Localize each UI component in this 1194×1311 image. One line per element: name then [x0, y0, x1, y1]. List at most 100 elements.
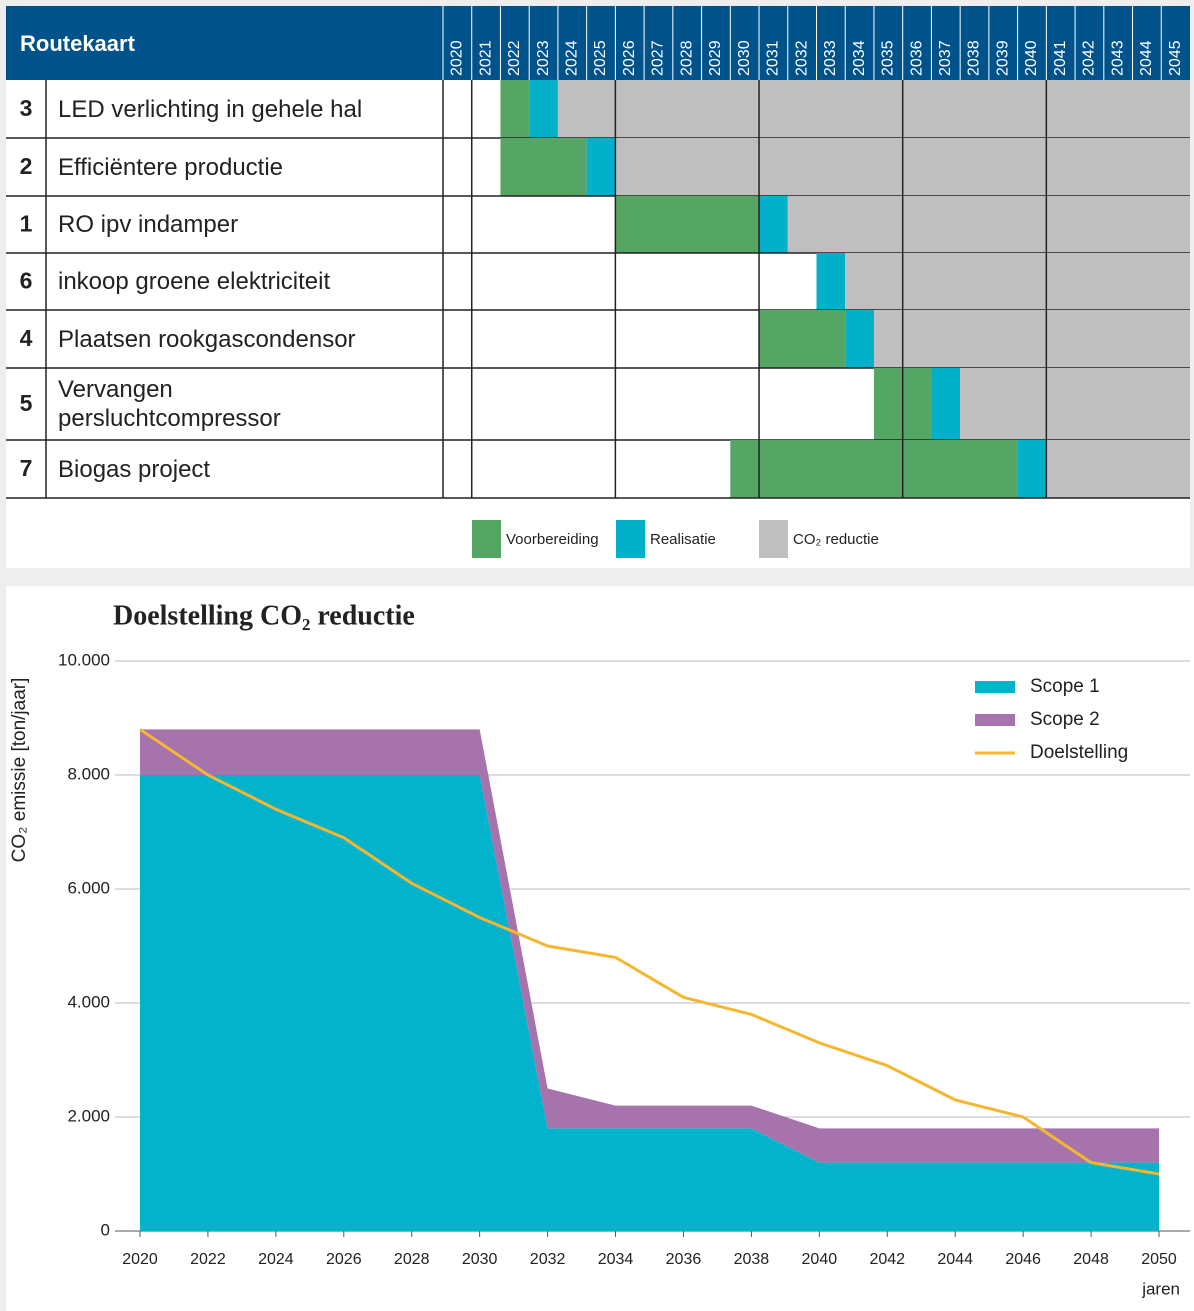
x-tick-label: 2028	[394, 1251, 430, 1268]
year-label: 2032	[793, 40, 810, 76]
legend-swatch	[472, 520, 501, 558]
task-name: Vervangen persluchtcompressor	[58, 376, 281, 432]
task-segment	[615, 196, 760, 253]
area	[140, 729, 1159, 1163]
year-label: 2024	[564, 40, 581, 76]
task-segment	[730, 440, 1018, 498]
y-tick-label: 0	[101, 1220, 110, 1239]
task-segment	[557, 80, 1190, 138]
year-label: 2031	[765, 40, 782, 76]
year-label: 2029	[707, 40, 724, 76]
y-tick-label: 4.000	[67, 992, 110, 1011]
year-label: 2039	[994, 40, 1011, 76]
task-id: 7	[20, 455, 33, 481]
year-label: 2028	[678, 40, 695, 76]
year-label: 2044	[1138, 40, 1155, 76]
year-label: 2045	[1167, 40, 1184, 76]
area	[140, 775, 1159, 1231]
line	[139, 728, 1160, 1176]
task-segment	[787, 196, 1190, 253]
year-label: 2037	[937, 40, 954, 76]
year-label: 2022	[506, 40, 523, 76]
y-tick-label: 6.000	[67, 878, 110, 897]
x-tick-label: 2020	[122, 1251, 158, 1268]
y-axis-label: CO₂ emissie [ton/jaar]	[9, 678, 30, 863]
legend-label: Doelstelling	[1030, 742, 1128, 763]
year-label: 2023	[535, 40, 552, 76]
legend-swatch	[616, 520, 645, 558]
task-id: 4	[20, 325, 33, 351]
year-label: 2036	[908, 40, 925, 76]
x-tick-label: 2036	[666, 1251, 702, 1268]
x-tick-label: 2048	[1073, 1251, 1109, 1268]
legend-swatch	[759, 520, 788, 558]
x-tick-label: 2032	[530, 1251, 566, 1268]
task-name: LED verlichting in gehele hal	[58, 95, 363, 123]
task-segment	[759, 196, 788, 253]
x-tick-label: 2034	[598, 1251, 634, 1268]
legend-swatch	[975, 714, 1015, 726]
task-id: 5	[20, 390, 33, 416]
x-tick-label: 2026	[326, 1251, 362, 1268]
task-id: 3	[20, 95, 33, 121]
x-axis-label: jaren	[1141, 1279, 1180, 1298]
task-segment	[1017, 440, 1047, 498]
y-tick-label: 8.000	[67, 764, 110, 783]
x-tick-label: 2042	[869, 1251, 905, 1268]
task-segment	[759, 310, 846, 368]
y-tick-label: 10.000	[58, 650, 110, 669]
x-tick-label: 2040	[802, 1251, 838, 1268]
task-segment	[1046, 440, 1190, 498]
legend-label: Scope 1	[1030, 676, 1100, 697]
legend-label: CO₂ reductie	[793, 531, 879, 548]
year-label: 2034	[851, 40, 868, 76]
year-label: 2042	[1081, 40, 1098, 76]
x-tick-label: 2022	[190, 1251, 226, 1268]
year-label: 2020	[449, 40, 466, 76]
task-segment	[845, 253, 1190, 310]
y-tick-label: 2.000	[67, 1106, 110, 1125]
task-name: RO ipv indamper	[58, 211, 239, 238]
year-label: 2041	[1052, 40, 1069, 76]
task-name: Plaatsen rookgascondensor	[58, 325, 356, 353]
x-tick-label: 2044	[937, 1251, 973, 1268]
year-label: 2038	[966, 40, 983, 76]
task-id: 2	[20, 153, 33, 179]
task-segment	[816, 253, 846, 310]
task-segment	[586, 138, 616, 196]
task-segment	[960, 368, 1190, 440]
year-label: 2030	[736, 40, 753, 76]
year-label: 2021	[477, 40, 494, 76]
task-segment	[931, 368, 961, 440]
task-name: Biogas project	[58, 455, 211, 483]
task-id: 6	[20, 268, 33, 294]
year-label: 2035	[880, 40, 897, 76]
task-segment	[500, 80, 530, 138]
year-label: 2040	[1023, 40, 1040, 76]
year-label: 2033	[822, 40, 839, 76]
task-segment	[529, 80, 558, 138]
task-segment	[845, 310, 874, 368]
task-id: 1	[20, 211, 33, 237]
year-label: 2027	[650, 40, 667, 76]
roadmap-title: Routekaart	[20, 31, 136, 56]
x-tick-label: 2030	[462, 1251, 498, 1268]
legend-label: Voorbereiding	[506, 531, 599, 548]
year-label: 2043	[1109, 40, 1126, 76]
x-tick-label: 2046	[1005, 1251, 1041, 1268]
legend-label: Realisatie	[650, 531, 716, 548]
task-name: inkoop groene elektriciteit	[58, 268, 331, 295]
task-segment	[500, 138, 587, 196]
legend-label: Scope 2	[1030, 709, 1100, 730]
legend-swatch	[975, 681, 1015, 693]
year-label: 2026	[621, 40, 638, 76]
task-segment	[873, 310, 1190, 368]
task-name: Efficiëntere productie	[58, 153, 284, 181]
roadmap-header	[6, 6, 1190, 80]
x-tick-label: 2038	[734, 1251, 770, 1268]
x-tick-label: 2050	[1141, 1251, 1177, 1268]
x-tick-label: 2024	[258, 1251, 294, 1268]
year-label: 2025	[592, 40, 609, 76]
